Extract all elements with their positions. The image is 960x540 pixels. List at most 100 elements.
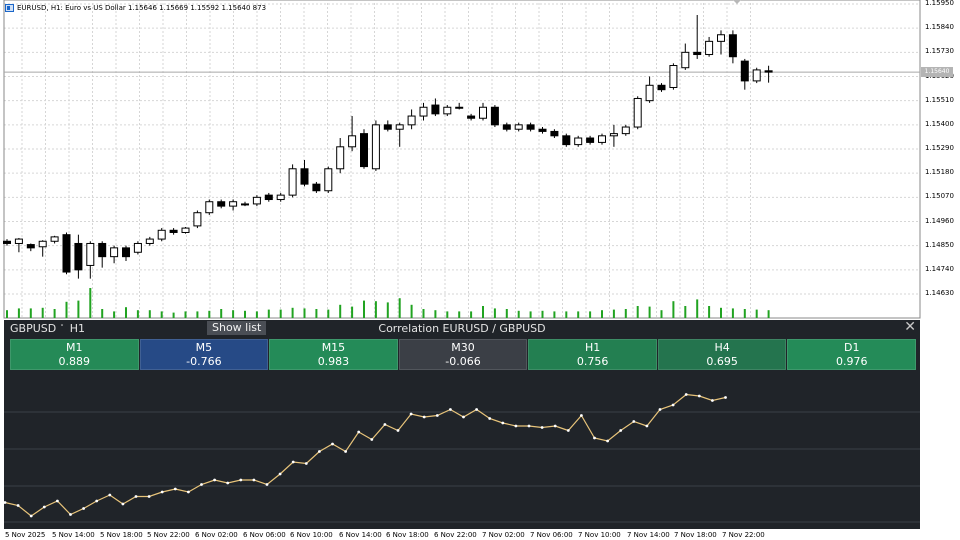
panel-title: Correlation EURUSD / GBPUSD [378,322,546,335]
time-tick-label: 5 Nov 2025 [5,531,46,539]
price-tick-label: 1.15510 [925,95,954,104]
tile-timeframe: M15 [321,341,346,354]
price-tick-label: 1.14960 [925,216,954,225]
candle-body [122,247,130,258]
show-list-button[interactable]: Show list [207,321,267,335]
price-tick-label: 1.15290 [925,144,954,152]
candle-body [193,212,202,227]
price-tick-label: 1.14850 [925,240,954,249]
volume-bar [65,301,68,318]
time-tick-label: 5 Nov 22:00 [147,531,190,539]
series-point [187,490,190,494]
volume-bar [410,304,413,318]
timeframe-label: H1 [69,322,85,335]
close-icon[interactable]: ✕ [904,319,916,335]
volume-bar [363,300,365,318]
series-point [684,393,688,396]
tile-m1[interactable]: M1 0.889 [10,339,139,370]
time-tick-label: 7 Nov 10:00 [578,531,621,539]
dropdown-caret-icon[interactable]: ˅ [60,324,64,332]
tile-h4[interactable]: H4 0.695 [657,339,787,370]
symbol-name: GBPUSD [10,322,57,335]
candle-body [764,70,773,73]
volume-bar [636,306,639,318]
series-point [69,513,72,516]
candle-body [98,242,107,258]
symbol-selector[interactable]: GBPUSD ˅ H1 [10,322,85,335]
volume-bar [493,308,496,318]
volume-bar [553,311,556,318]
volume-bar [351,306,354,318]
series-point [278,472,282,476]
time-tick-label: 6 Nov 18:00 [386,531,429,539]
volume-bar [374,301,377,318]
price-tick-label: 1.15180 [925,168,954,177]
volume-bar [315,309,318,318]
candle-body [467,115,476,119]
volume-bar [696,299,699,318]
time-tick-label: 7 Nov 18:00 [674,531,717,539]
volume-bar [458,311,461,318]
candle-body [705,40,714,56]
chart-shift-marker-icon[interactable] [733,0,741,4]
volume-bar [89,288,92,318]
volume-bar [601,310,603,318]
candle-body [681,51,690,69]
series-point [671,403,675,407]
time-tick-label: 7 Nov 06:00 [530,531,573,539]
correlation-line-chart[interactable] [4,372,920,529]
tile-m5[interactable]: M5 -0.766 [139,339,269,370]
tile-m15[interactable]: M15 0.983 [269,339,398,370]
timeframe-tiles: M1 0.889 M5 -0.766 M15 0.983 M30 -0.066 H1 0.… [10,339,917,370]
series-point [370,438,374,441]
volume-bar [505,309,508,318]
volume-bar [148,310,151,318]
volume-bar [29,308,32,318]
volume-bar [208,310,211,318]
candle-body [145,238,154,244]
time-tick-label: 5 Nov 14:00 [52,531,95,539]
candle-body [431,104,440,115]
series-point [566,429,570,432]
series-point [593,436,596,440]
volume-bar [339,304,342,318]
volume-bar [422,309,425,318]
volume-bar [434,310,437,318]
volume-bar [267,309,270,318]
volume-bar [470,311,473,318]
tile-value: -0.766 [186,355,222,368]
series-point [475,408,478,411]
volume-bar [291,307,294,318]
tile-timeframe: D1 [844,341,860,354]
tile-value: 0.889 [58,355,91,368]
tile-m30[interactable]: M30 -0.066 [398,339,528,370]
candle-body [264,194,273,201]
series-point [56,499,59,503]
volume-bar [731,308,734,318]
tile-value: 0.756 [576,355,609,368]
series-point [304,462,308,465]
candle-body [728,34,737,58]
tile-timeframe: M30 [451,341,475,354]
volume-bar [767,310,770,318]
series-point [619,429,623,432]
series-point [318,450,321,453]
volume-bar [136,310,139,318]
series-point [724,396,727,399]
chart-frame [3,0,921,319]
candlestick-chart[interactable] [0,0,960,320]
current-price-tag: 1.15640 [921,67,953,78]
series-point [173,487,177,491]
candle-body [38,240,47,248]
candle-body [110,247,119,258]
candle-body [407,115,416,126]
tile-h1[interactable]: H1 0.756 [528,339,657,370]
candle-body [348,135,357,148]
tile-d1[interactable]: D1 0.976 [787,339,917,370]
candle-body [395,124,404,130]
candle-body [157,229,166,240]
candles [3,14,773,279]
series-point [357,430,361,434]
volume-bar [41,307,44,318]
